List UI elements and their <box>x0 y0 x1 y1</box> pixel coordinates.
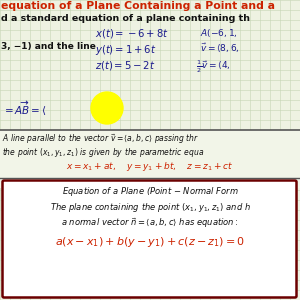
Text: 3, −1) and the line: 3, −1) and the line <box>1 42 96 51</box>
FancyBboxPatch shape <box>2 181 296 298</box>
Text: equation of a Plane Containing a Point and a: equation of a Plane Containing a Point a… <box>1 1 275 11</box>
Text: d a standard equation of a plane containing th: d a standard equation of a plane contain… <box>1 14 250 23</box>
Text: $x = x_1 + at,$   $y = y_1 + bt,$   $z = z_1 + ct$: $x = x_1 + at,$ $y = y_1 + bt,$ $z = z_1… <box>66 160 234 173</box>
Bar <box>0 130 300 188</box>
Text: $a(x - x_1) + b(y - y_1) + c(z - z_1) = 0$: $a(x - x_1) + b(y - y_1) + c(z - z_1) = … <box>55 235 245 249</box>
Text: $x(t) = -6 + 8t$: $x(t) = -6 + 8t$ <box>95 27 169 40</box>
Text: $A(-6, 1,$: $A(-6, 1,$ <box>200 27 238 39</box>
Circle shape <box>91 92 123 124</box>
Text: $\vec{v} = \langle 8, 6,$: $\vec{v} = \langle 8, 6,$ <box>200 42 240 54</box>
Text: $a\ normal\ vector\ \vec{n} = \langle a, b, c\rangle\ has\ equation:$: $a\ normal\ vector\ \vec{n} = \langle a,… <box>61 216 239 230</box>
Text: $A$ $line$ $parallel$ $to$ $the$ $vector$ $\vec{v} = \langle a,b,c\rangle$ $pass: $A$ $line$ $parallel$ $to$ $the$ $vector… <box>2 132 199 146</box>
Text: $y(t) = 1 + 6t$: $y(t) = 1 + 6t$ <box>95 43 156 57</box>
Text: $The\ plane\ containing\ the\ point\ (x_1, y_1, z_1)\ and\ h$: $The\ plane\ containing\ the\ point\ (x_… <box>50 201 250 214</box>
Text: $the$ $point$ $(x_1, y_1, z_1)$ $is$ $given$ $by$ $the$ $parametric$ $equa$: $the$ $point$ $(x_1, y_1, z_1)$ $is$ $gi… <box>2 146 204 159</box>
Text: $z(t) = 5 - 2t$: $z(t) = 5 - 2t$ <box>95 59 155 72</box>
Text: $\frac{1}{2}\vec{v} = \langle 4,$: $\frac{1}{2}\vec{v} = \langle 4,$ <box>196 58 231 75</box>
Text: $\bf{\it{Equation\ of\ a\ Plane}}$ (Point $-$ Normal Form: $\bf{\it{Equation\ of\ a\ Plane}}$ (Poin… <box>61 185 239 198</box>
Text: $= \overrightarrow{AB} = \langle$: $= \overrightarrow{AB} = \langle$ <box>2 99 47 118</box>
